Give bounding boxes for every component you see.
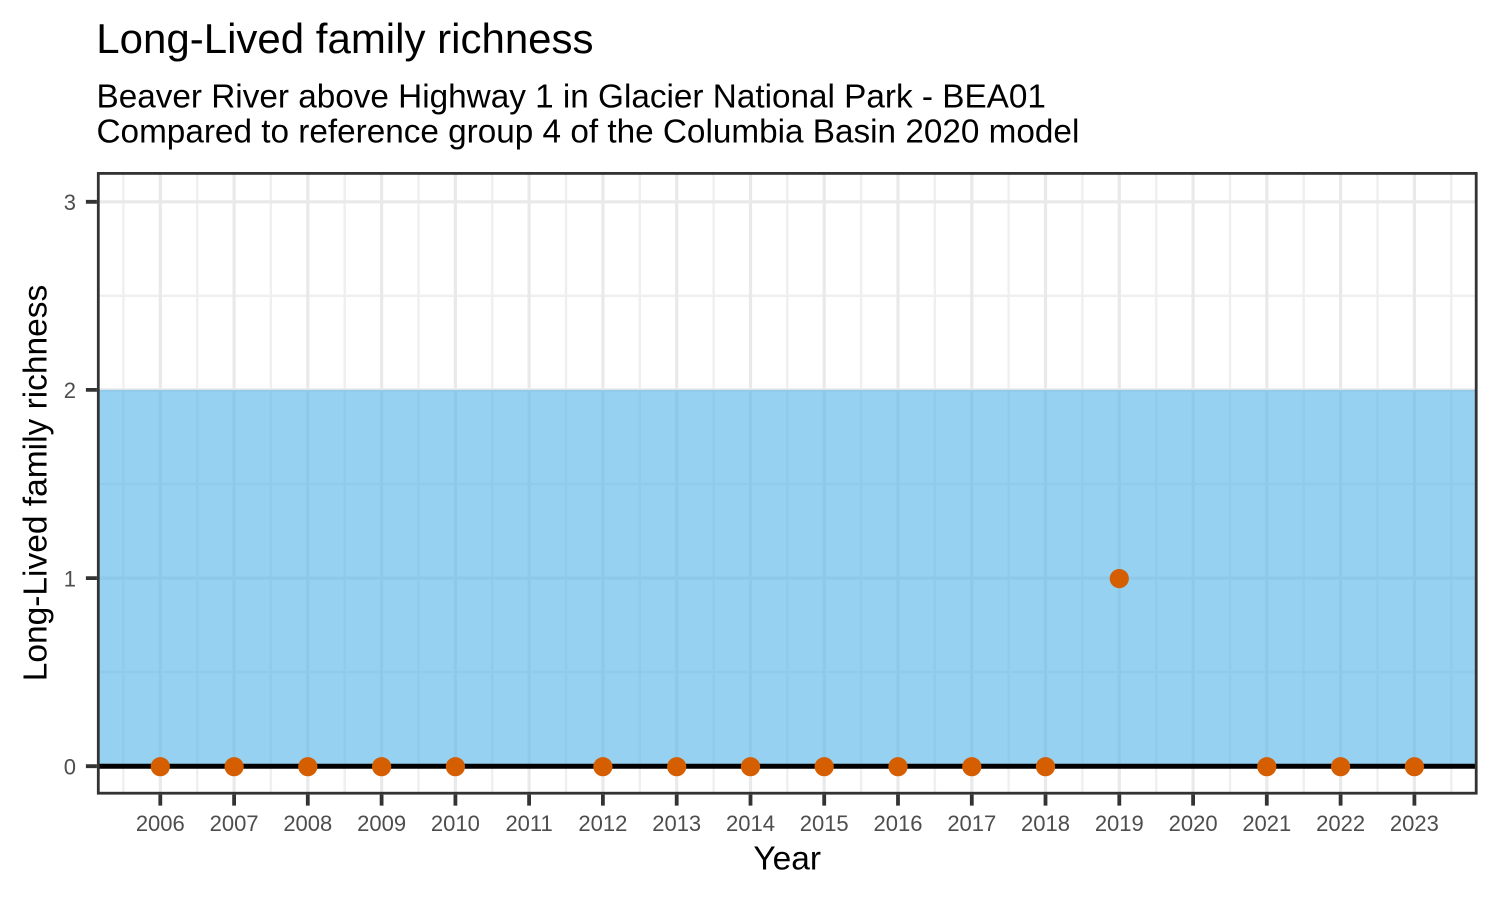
svg-text:2016: 2016: [874, 811, 923, 836]
svg-text:2023: 2023: [1390, 811, 1439, 836]
svg-text:0: 0: [64, 755, 76, 780]
svg-text:2009: 2009: [357, 811, 406, 836]
svg-text:2: 2: [64, 378, 76, 403]
svg-text:2014: 2014: [726, 811, 775, 836]
svg-text:2006: 2006: [136, 811, 185, 836]
svg-text:2018: 2018: [1021, 811, 1070, 836]
svg-text:Long-Lived family richness: Long-Lived family richness: [18, 285, 55, 682]
svg-text:3: 3: [64, 190, 76, 215]
svg-text:2012: 2012: [578, 811, 627, 836]
svg-text:Long-Lived family richness: Long-Lived family richness: [96, 15, 593, 62]
svg-text:Beaver River above Highway 1 i: Beaver River above Highway 1 in Glacier …: [97, 79, 1046, 116]
svg-text:2013: 2013: [652, 811, 701, 836]
svg-text:2017: 2017: [947, 811, 996, 836]
svg-text:2008: 2008: [283, 811, 332, 836]
svg-text:2019: 2019: [1095, 811, 1144, 836]
svg-text:2021: 2021: [1242, 811, 1291, 836]
svg-text:2011: 2011: [505, 811, 552, 836]
svg-text:Year: Year: [753, 841, 821, 878]
svg-text:2022: 2022: [1316, 811, 1365, 836]
svg-text:2010: 2010: [431, 811, 480, 836]
svg-text:2007: 2007: [210, 811, 259, 836]
svg-text:Compared to reference group 4: Compared to reference group 4 of the Col…: [97, 114, 1080, 151]
svg-text:2015: 2015: [800, 811, 849, 836]
svg-text:2020: 2020: [1169, 811, 1218, 836]
svg-text:1: 1: [64, 566, 76, 591]
